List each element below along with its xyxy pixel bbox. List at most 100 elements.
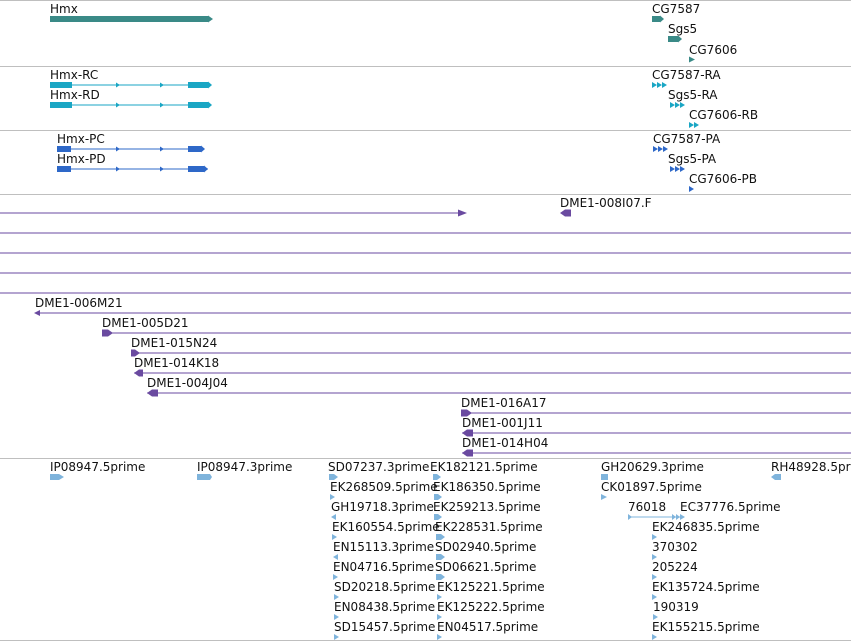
est-feature[interactable]: GH20629.3prime: [601, 460, 704, 480]
protein-track: Hmx-PC Hmx-PD CG7587-PA Sgs5-PA: [57, 132, 757, 192]
est-feature[interactable]: EC37776.5prime: [680, 500, 781, 514]
bac-label: DME1-016A17: [461, 396, 547, 410]
est-feature[interactable]: EN08438.5prime: [334, 600, 435, 620]
est-feature[interactable]: GH19718.3prime: [331, 500, 434, 520]
transcript-label: Hmx-RC: [50, 68, 98, 82]
est-label: EK135724.5prime: [652, 580, 760, 594]
est-feature[interactable]: SD15457.5prime: [334, 620, 435, 640]
est-feature[interactable]: EK135724.5prime: [652, 580, 760, 600]
est-feature[interactable]: EK268509.5prime: [330, 480, 438, 500]
bac-label: DME1-001J11: [462, 416, 543, 430]
est-feature[interactable]: CK01897.5prime: [601, 480, 702, 500]
est-label: EK160554.5prime: [332, 520, 440, 534]
est-feature[interactable]: EK125222.5prime: [437, 600, 545, 620]
gene-feature-hmx[interactable]: Hmx: [50, 2, 213, 23]
gene-feature-cg7587[interactable]: CG7587: [652, 2, 700, 23]
est-feature[interactable]: EK228531.5prime: [435, 520, 543, 540]
est-feature[interactable]: EN15113.3prime: [333, 540, 434, 560]
est-label: CK01897.5prime: [601, 480, 702, 494]
est-feature[interactable]: 370302: [652, 540, 698, 560]
est-feature[interactable]: RH48928.5prime: [771, 460, 851, 480]
est-feature[interactable]: EK246835.5prime: [652, 520, 760, 540]
est-label: EN04716.5prime: [333, 560, 434, 574]
transcript-feature-cg7606-rb[interactable]: CG7606-RB: [689, 108, 758, 128]
est-label: EK259213.5prime: [433, 500, 541, 514]
bac-feature-dme1-004j04[interactable]: DME1-004J04: [147, 376, 851, 397]
est-feature[interactable]: EK259213.5prime: [433, 500, 541, 520]
est-feature[interactable]: EK182121.5prime: [430, 460, 538, 480]
est-feature[interactable]: EK125221.5prime: [437, 580, 545, 600]
transcript-label: CG7587-RA: [652, 68, 721, 82]
est-feature[interactable]: EK160554.5prime: [332, 520, 440, 540]
est-feature[interactable]: SD20218.5prime: [334, 580, 435, 600]
est-feature[interactable]: SD02940.5prime: [435, 540, 536, 560]
est-feature[interactable]: 190319: [653, 600, 699, 620]
est-label: SD02940.5prime: [435, 540, 536, 554]
est-track: IP08947.5prime IP08947.3prime SD07237.3p…: [50, 460, 851, 640]
transcript-feature-cg7587-ra[interactable]: CG7587-RA: [652, 68, 721, 88]
gene-feature-sgs5[interactable]: Sgs5: [668, 22, 697, 43]
protein-feature-hmx-pd[interactable]: Hmx-PD: [57, 152, 208, 173]
est-label: RH48928.5prime: [771, 460, 851, 474]
est-label: EK268509.5prime: [330, 480, 438, 494]
bac-label: DME1-014K18: [134, 356, 219, 370]
est-label: EC37776.5prime: [680, 500, 781, 514]
bac-feature-dme1-008i07-f[interactable]: DME1-008I07.F: [560, 196, 652, 217]
bac-feature-dme1-014h04[interactable]: DME1-014H04: [462, 436, 851, 457]
est-label: SD06621.5prime: [435, 560, 536, 574]
est-label: 370302: [652, 540, 698, 554]
bac-feature-dme1-014k18[interactable]: DME1-014K18: [134, 356, 851, 377]
est-feature[interactable]: SD06621.5prime: [435, 560, 536, 580]
bac-feature-dme1-001j11[interactable]: DME1-001J11: [462, 416, 851, 437]
est-label: 190319: [653, 600, 699, 614]
gene-label: CG7587: [652, 2, 700, 16]
bac-feature-dme1-006m21[interactable]: DME1-006M21: [34, 296, 851, 316]
protein-feature-cg7587-pa[interactable]: CG7587-PA: [653, 132, 721, 152]
est-feature[interactable]: SD07237.3prime: [328, 460, 429, 480]
est-label: 205224: [652, 560, 698, 574]
est-label: IP08947.3prime: [197, 460, 292, 474]
protein-feature-sgs5-pa[interactable]: Sgs5-PA: [668, 152, 717, 172]
bac-label: DME1-015N24: [131, 336, 217, 350]
bac-feature-dme1-015n24[interactable]: DME1-015N24: [131, 336, 851, 357]
est-feature[interactable]: 205224: [652, 560, 698, 580]
gene-label: Sgs5: [668, 22, 697, 36]
gene-track: Hmx CG7587 Sgs5 CG7606: [50, 2, 737, 63]
protein-label: Sgs5-PA: [668, 152, 717, 166]
est-label: SD20218.5prime: [334, 580, 435, 594]
est-feature[interactable]: EN04716.5prime: [333, 560, 434, 580]
bac-feature-long-1[interactable]: [0, 209, 467, 217]
est-label: SD15457.5prime: [334, 620, 435, 634]
bac-feature-dme1-016a17[interactable]: DME1-016A17: [461, 396, 851, 417]
est-label: 76018: [628, 500, 666, 514]
protein-feature-cg7606-pb[interactable]: CG7606-PB: [689, 172, 757, 192]
est-feature[interactable]: IP08947.5prime: [50, 460, 145, 480]
gene-label: Hmx: [50, 2, 78, 16]
est-label: EN04517.5prime: [437, 620, 538, 634]
est-label: GH19718.3prime: [331, 500, 434, 514]
transcript-label: CG7606-RB: [689, 108, 758, 122]
protein-label: Hmx-PC: [57, 132, 105, 146]
est-feature[interactable]: 76018: [628, 500, 685, 520]
est-label: EN15113.3prime: [333, 540, 434, 554]
gene-feature-cg7606[interactable]: CG7606: [689, 43, 737, 63]
transcript-label: Sgs5-RA: [668, 88, 718, 102]
gene-label: CG7606: [689, 43, 737, 57]
transcript-feature-sgs5-ra[interactable]: Sgs5-RA: [668, 88, 718, 108]
est-feature[interactable]: EK186350.5prime: [433, 480, 541, 500]
bac-feature-dme1-005d21[interactable]: DME1-005D21: [102, 316, 851, 337]
protein-label: CG7587-PA: [653, 132, 721, 146]
protein-feature-hmx-pc[interactable]: Hmx-PC: [57, 132, 205, 153]
est-feature[interactable]: EK155215.5prime: [652, 620, 760, 640]
est-feature[interactable]: IP08947.3prime: [197, 460, 292, 480]
bac-clone-track: DME1-008I07.F DME1-006M21 DME1-005D21 DM…: [0, 196, 851, 457]
est-feature[interactable]: EN04517.5prime: [437, 620, 538, 640]
transcript-feature-hmx-rd[interactable]: Hmx-RD: [50, 88, 212, 109]
est-label: IP08947.5prime: [50, 460, 145, 474]
bac-label: DME1-004J04: [147, 376, 228, 390]
est-label: EN08438.5prime: [334, 600, 435, 614]
est-label: EK228531.5prime: [435, 520, 543, 534]
transcript-feature-hmx-rc[interactable]: Hmx-RC: [50, 68, 212, 89]
